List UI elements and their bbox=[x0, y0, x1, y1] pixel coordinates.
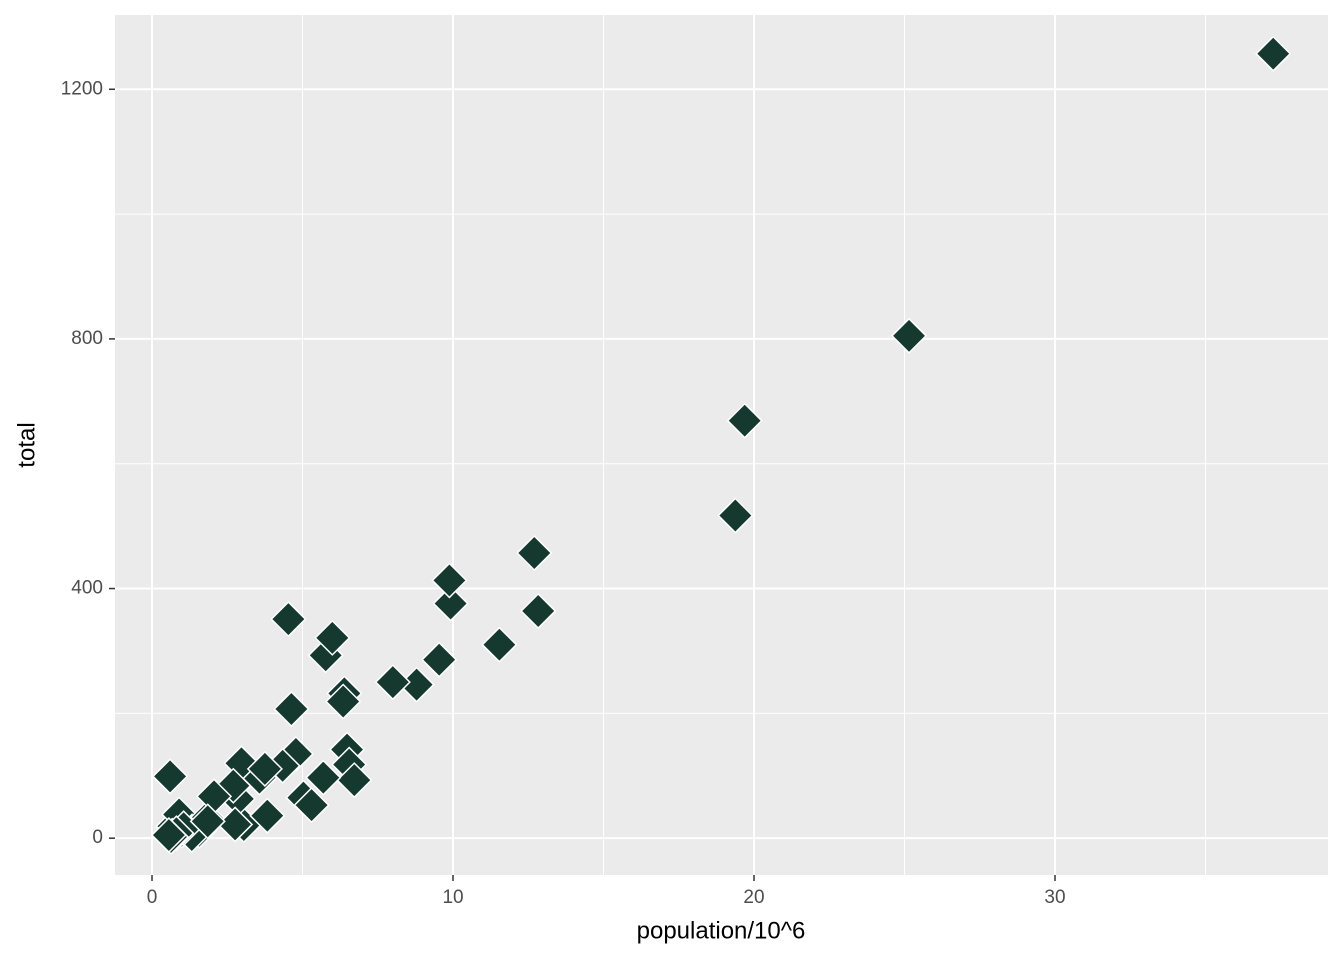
point bbox=[314, 619, 351, 656]
x-tick-label: 10 bbox=[442, 887, 463, 908]
y-axis-label: total bbox=[13, 422, 40, 467]
x-tick-label: 20 bbox=[743, 887, 764, 908]
point bbox=[305, 759, 342, 796]
point bbox=[336, 762, 373, 799]
point bbox=[520, 592, 557, 630]
point bbox=[1255, 35, 1292, 72]
point bbox=[421, 641, 458, 678]
point bbox=[432, 585, 469, 622]
grid bbox=[115, 15, 1328, 875]
point bbox=[217, 806, 254, 843]
panel bbox=[115, 15, 1328, 875]
point bbox=[150, 816, 187, 854]
point bbox=[273, 690, 310, 728]
point bbox=[726, 402, 763, 439]
point bbox=[215, 767, 252, 804]
y-tick-label: 800 bbox=[71, 328, 103, 349]
x-tick-label: 30 bbox=[1044, 887, 1065, 908]
y-tick-label: 0 bbox=[92, 827, 103, 848]
point bbox=[374, 664, 411, 701]
points bbox=[150, 35, 1292, 855]
x-tick-label: 0 bbox=[147, 887, 158, 908]
point bbox=[270, 601, 307, 638]
x-axis-label: population/10^6 bbox=[637, 917, 806, 944]
point bbox=[516, 534, 553, 572]
point bbox=[293, 787, 330, 824]
point bbox=[431, 562, 468, 599]
point bbox=[890, 317, 928, 354]
point bbox=[325, 683, 362, 720]
point bbox=[189, 803, 226, 840]
y-tick-label: 400 bbox=[71, 578, 103, 599]
point bbox=[249, 797, 286, 834]
point bbox=[481, 626, 518, 663]
y-tick-label: 1200 bbox=[61, 78, 103, 99]
point bbox=[717, 497, 754, 534]
point bbox=[246, 750, 283, 787]
point bbox=[152, 758, 189, 795]
